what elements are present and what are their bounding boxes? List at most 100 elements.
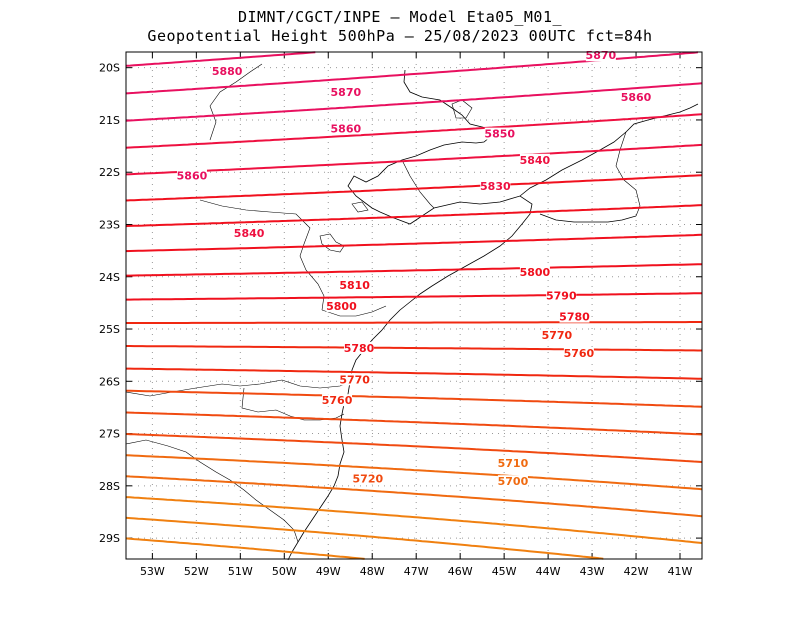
contour-label: 5840 (520, 154, 551, 167)
contour-label: 5770 (542, 329, 573, 342)
contour-label-bg (330, 122, 361, 135)
contour-line-5810 (125, 204, 703, 228)
lake-3 (351, 201, 369, 213)
contour-line-5780 (126, 292, 703, 301)
lat-label: 21S (99, 114, 120, 127)
contour-label: 5850 (484, 128, 515, 141)
lon-label: 42W (624, 565, 649, 578)
contour-label-bg (546, 289, 577, 302)
contour-label-bg (484, 127, 515, 140)
lat-label: 27S (99, 428, 120, 441)
lon-label: 47W (404, 565, 429, 578)
contour-line-5770 (126, 321, 702, 324)
contour-label-bg (322, 394, 353, 407)
contour-label: 5780 (344, 342, 375, 355)
contour-label-bg (339, 373, 370, 386)
map-frame (125, 51, 703, 560)
contour-line-5740 (125, 389, 703, 408)
contour-label-bg (326, 300, 357, 313)
contour-label-bg (563, 347, 594, 360)
contour-label: 5760 (322, 394, 353, 407)
contour-line-5730 (125, 411, 703, 436)
contour-label-bg (497, 475, 528, 488)
contour-line-5760 (126, 345, 702, 352)
lat-label: 29S (99, 532, 120, 545)
lat-label: 25S (99, 323, 120, 336)
contour-label: 5870 (586, 49, 617, 62)
contour-label-bg (497, 456, 528, 469)
contour-line-5830 (125, 143, 703, 176)
contour-label: 5800 (326, 300, 357, 313)
contour-line-5820 (125, 174, 703, 202)
contour-line-5850 (125, 82, 703, 122)
contour-label: 5720 (353, 473, 384, 486)
contour-label: 5860 (331, 122, 362, 135)
contour-line-5750 (126, 367, 703, 380)
contour-label-bg (176, 169, 207, 182)
contour-label: 5790 (546, 290, 577, 303)
state-border-7 (615, 131, 641, 217)
contour-label-bg (330, 85, 361, 98)
state-border-6 (401, 159, 435, 209)
contour-label-bg (234, 226, 265, 239)
lat-label: 28S (99, 480, 120, 493)
lon-label: 53W (140, 565, 165, 578)
country-border (125, 439, 299, 543)
lake-1 (319, 233, 345, 253)
contour-label-bg (480, 179, 511, 192)
coastline (287, 69, 533, 561)
contour-label-bg (212, 64, 243, 77)
title-line-2: Geopotential Height 500hPa – 25/08/2023 … (147, 27, 653, 45)
lat-label: 24S (99, 271, 120, 284)
contour-label: 5710 (498, 457, 529, 470)
contour-label-bg (519, 153, 550, 166)
lon-label: 48W (360, 565, 385, 578)
lon-label: 51W (228, 565, 253, 578)
contour-line-5700 (125, 475, 703, 518)
latitude-labels: 20S 21S 22S 23S 24S 25S 26S 27S 28S 29S (99, 62, 120, 545)
contour-label: 5800 (520, 266, 551, 279)
state-border-1 (209, 63, 263, 141)
contour-labels: 5870 5880 5870 5860 5860 5850 5840 5860 5830 5840… (177, 49, 652, 488)
lat-label: 22S (99, 166, 120, 179)
contour-label: 5860 (621, 91, 652, 104)
lon-label: 41W (668, 565, 693, 578)
contour-line-5800 (125, 233, 703, 253)
contour-label-bg (344, 341, 375, 354)
contour-line-5690 (125, 496, 703, 544)
lat-label: 23S (99, 218, 120, 231)
coastline-east (519, 103, 699, 197)
title-line-1: DIMNT/CGCT/INPE – Model Eta05_M01_ (237, 8, 563, 26)
contour-label: 5830 (480, 180, 511, 193)
lat-label: 26S (99, 375, 120, 388)
contour-line-5870 (125, 51, 316, 67)
contour-label: 5880 (212, 65, 243, 78)
lon-label: 46W (448, 565, 473, 578)
contour-line-5680 (125, 516, 604, 560)
lon-label: 44W (536, 565, 561, 578)
state-border-2 (199, 199, 325, 311)
state-border-4 (125, 379, 351, 397)
contour-label: 5700 (498, 475, 529, 488)
coastline-rio (539, 213, 637, 223)
lon-label: 45W (492, 565, 517, 578)
contour-label: 5780 (559, 311, 590, 324)
contour-label-bg (621, 91, 652, 104)
contour-label: 5760 (564, 347, 595, 360)
contour-label: 5770 (339, 373, 370, 386)
state-border-3 (321, 305, 387, 317)
lon-label: 50W (272, 565, 297, 578)
contour-line-5790 (126, 263, 703, 277)
contour-label: 5870 (331, 86, 362, 99)
contour-label-bg (519, 266, 550, 279)
contour-lines (125, 51, 703, 560)
lon-label: 52W (184, 565, 209, 578)
contour-label: 5810 (339, 279, 370, 292)
contour-line-5840 (125, 113, 703, 149)
lon-label: 49W (316, 565, 341, 578)
lon-label: 43W (580, 565, 605, 578)
contour-label-bg (352, 472, 383, 485)
contour-label-bg (559, 310, 590, 323)
contour-label-bg (541, 328, 572, 341)
